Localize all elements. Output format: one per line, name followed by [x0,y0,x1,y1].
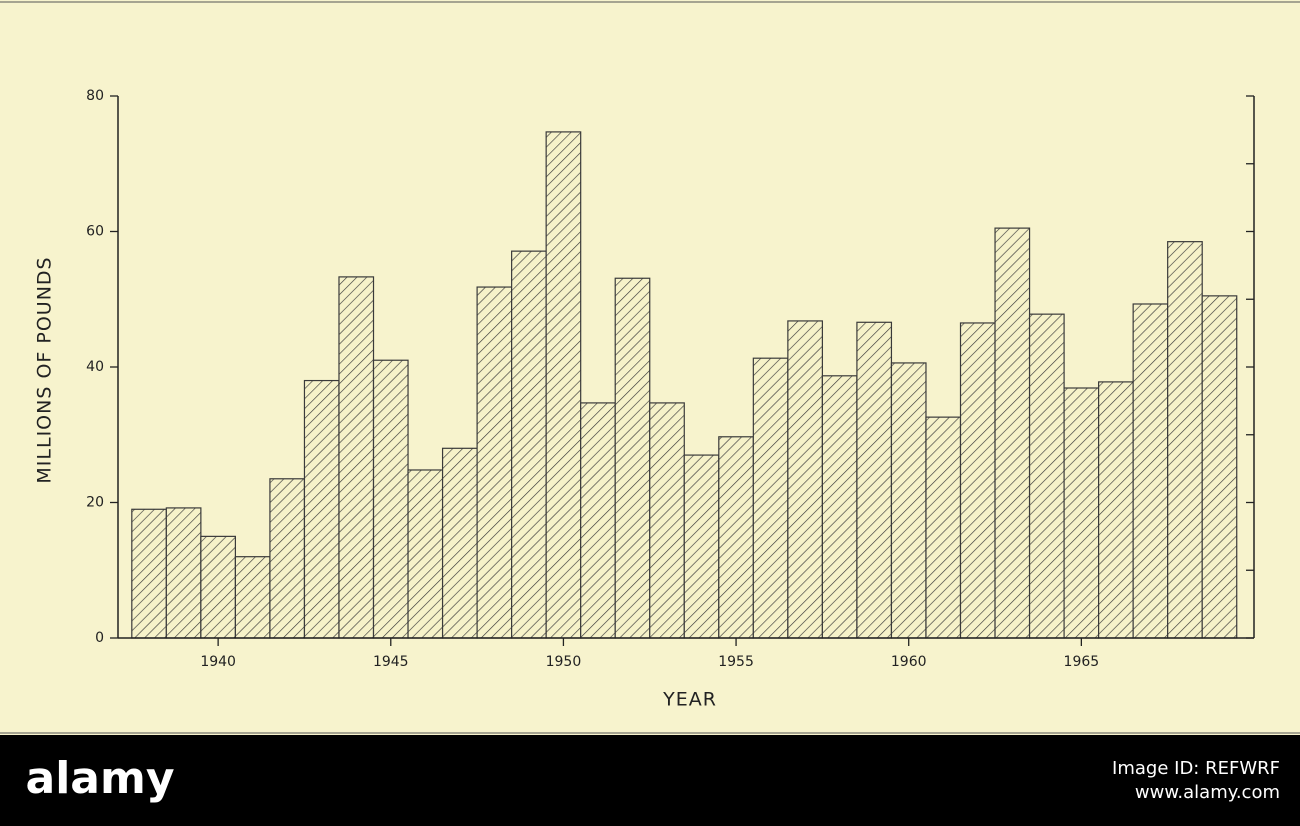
bar [683,454,720,639]
watermark-id: Image ID: REFWRF [1112,758,1280,779]
bar [1098,381,1134,639]
bar [131,508,167,639]
bar [890,362,927,639]
y-tick-label: 40 [86,359,104,375]
watermark-band [0,735,1300,826]
bar [1201,295,1238,639]
bar [269,478,306,639]
bar [614,277,651,639]
bar [372,359,409,639]
watermark-brand: alamy [26,753,175,804]
y-tick-label: 0 [95,630,104,646]
bar [234,556,271,639]
bar [338,276,375,639]
bar [200,535,236,639]
bar [441,447,478,639]
watermark-url: www.alamy.com [1135,782,1280,803]
bar [545,131,582,639]
y-tick-label: 20 [86,495,104,511]
x-tick-label: 1965 [1064,654,1100,670]
bar [718,436,754,639]
bar [1063,387,1100,639]
y-axis-label: MILLIONS OF POUNDS [34,256,56,483]
bar [649,402,685,639]
bar [856,321,893,639]
bar [959,322,996,639]
bar [1028,313,1065,639]
bar [787,320,823,639]
bar [303,379,340,639]
bar [752,357,789,639]
bar [1132,303,1169,639]
y-tick-label: 80 [86,88,104,104]
x-tick-label: 1945 [373,654,409,670]
x-tick-label: 1960 [891,654,927,670]
bar [580,402,616,639]
x-tick-label: 1955 [718,654,754,670]
bar [925,416,962,639]
bar [511,250,547,639]
bar [994,227,1031,639]
bar [821,375,858,639]
y-tick-label: 60 [86,224,104,240]
x-axis-label: YEAR [662,689,717,711]
bar [407,469,444,639]
bar [165,507,202,639]
x-tick-label: 1950 [546,654,582,670]
bar [476,286,513,639]
bar [1167,241,1203,639]
x-tick-label: 1940 [200,654,236,670]
